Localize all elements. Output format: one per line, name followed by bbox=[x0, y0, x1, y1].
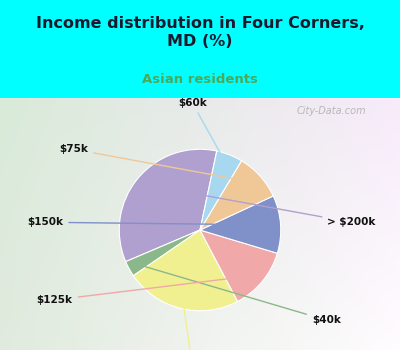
Text: City-Data.com: City-Data.com bbox=[296, 106, 366, 116]
Wedge shape bbox=[200, 161, 273, 230]
Wedge shape bbox=[133, 230, 238, 311]
Text: $40k: $40k bbox=[140, 265, 341, 325]
Wedge shape bbox=[200, 196, 281, 253]
Text: $75k: $75k bbox=[59, 144, 250, 182]
Text: $200k: $200k bbox=[174, 302, 210, 350]
Text: > $200k: > $200k bbox=[148, 185, 376, 227]
Text: $125k: $125k bbox=[37, 276, 252, 305]
Wedge shape bbox=[126, 230, 200, 276]
Wedge shape bbox=[200, 151, 242, 230]
Wedge shape bbox=[119, 149, 217, 262]
Wedge shape bbox=[200, 230, 277, 301]
Text: Asian residents: Asian residents bbox=[142, 73, 258, 86]
Text: $60k: $60k bbox=[178, 98, 225, 161]
Text: $150k: $150k bbox=[27, 217, 268, 227]
Text: Income distribution in Four Corners,
MD (%): Income distribution in Four Corners, MD … bbox=[36, 16, 364, 49]
